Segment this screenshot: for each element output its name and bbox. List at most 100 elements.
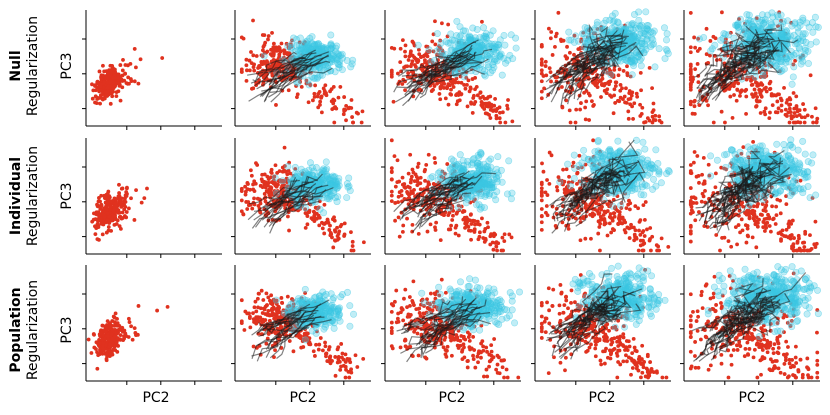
row-subtitle-individual: Regularization [25,146,41,246]
point-final [743,11,751,19]
point-initial [470,77,475,81]
point-initial [616,73,621,78]
point-final [788,80,796,88]
point-final [459,165,467,173]
point-initial [426,182,431,187]
point-initial [417,52,422,57]
point-initial [125,185,129,190]
point-initial [331,84,336,89]
point-initial [273,163,278,168]
point-initial [403,88,407,93]
point-final [338,66,346,74]
point-initial [312,94,317,99]
point-final [318,167,326,175]
point-initial [605,209,610,213]
point-initial [95,96,100,100]
point-initial [114,94,119,99]
point-initial [798,120,803,125]
point-initial [349,98,354,102]
point-initial [583,117,588,122]
point-initial [618,83,623,87]
point-final [492,49,500,57]
point-initial [120,68,125,73]
point-initial [546,26,551,31]
point-initial [638,70,643,75]
point-initial [100,89,105,94]
point-final [316,205,324,213]
point-initial [389,138,394,143]
point-initial [416,161,421,166]
point-initial [618,95,623,100]
point-initial [403,54,408,59]
point-initial [544,210,548,215]
point-initial [142,196,147,201]
point-final [512,44,520,52]
point-final [607,71,615,79]
point-initial [638,243,643,248]
point-initial [613,80,618,85]
point-initial [752,87,757,92]
point-initial [692,104,697,109]
point-final [476,45,484,53]
point-final [593,18,601,26]
point-initial [494,113,499,118]
point-initial [640,105,645,110]
point-initial [693,67,698,72]
point-initial [400,38,405,42]
point-initial [431,181,436,186]
point-final [501,41,509,49]
point-initial [789,113,793,118]
point-initial [613,84,618,88]
point-initial [545,193,550,197]
point-initial [134,65,138,70]
point-initial [260,33,265,37]
point-initial [415,179,420,184]
point-initial [553,44,557,49]
point-initial [312,91,317,96]
point-final [311,74,319,82]
point-final [474,159,482,167]
point-initial [734,98,739,103]
point-initial [723,120,727,125]
point-initial [350,239,355,244]
point-initial [271,45,276,50]
point-initial [503,120,508,125]
point-initial [584,99,589,104]
point-initial [426,152,431,157]
point-initial [623,220,628,225]
point-initial [124,215,129,220]
point-initial [560,85,564,89]
point-final [482,173,490,181]
x-axis-label: PC2 [142,390,169,406]
point-final [456,151,464,159]
point-initial [123,204,128,209]
point-initial [688,50,693,55]
point-initial [565,44,569,49]
point-initial [612,67,617,72]
point-initial [406,184,410,189]
point-initial [393,218,397,223]
point-final [498,178,506,186]
point-initial [132,47,137,51]
point-initial [483,111,488,116]
point-initial [127,81,131,86]
point-initial [334,106,339,111]
point-initial [539,89,544,94]
point-initial [438,86,443,91]
point-initial [695,62,700,66]
point-initial [695,49,700,53]
point-initial [278,49,283,54]
point-final [482,35,490,43]
point-initial [389,169,394,174]
point-final [463,195,471,203]
point-initial [400,175,405,180]
point-initial [403,49,407,54]
point-initial [248,187,252,192]
point-initial [396,194,401,199]
point-initial [488,234,493,239]
point-initial [586,91,591,96]
point-initial [416,59,421,64]
point-initial [446,22,451,27]
point-initial [578,107,583,112]
point-initial [739,88,744,93]
